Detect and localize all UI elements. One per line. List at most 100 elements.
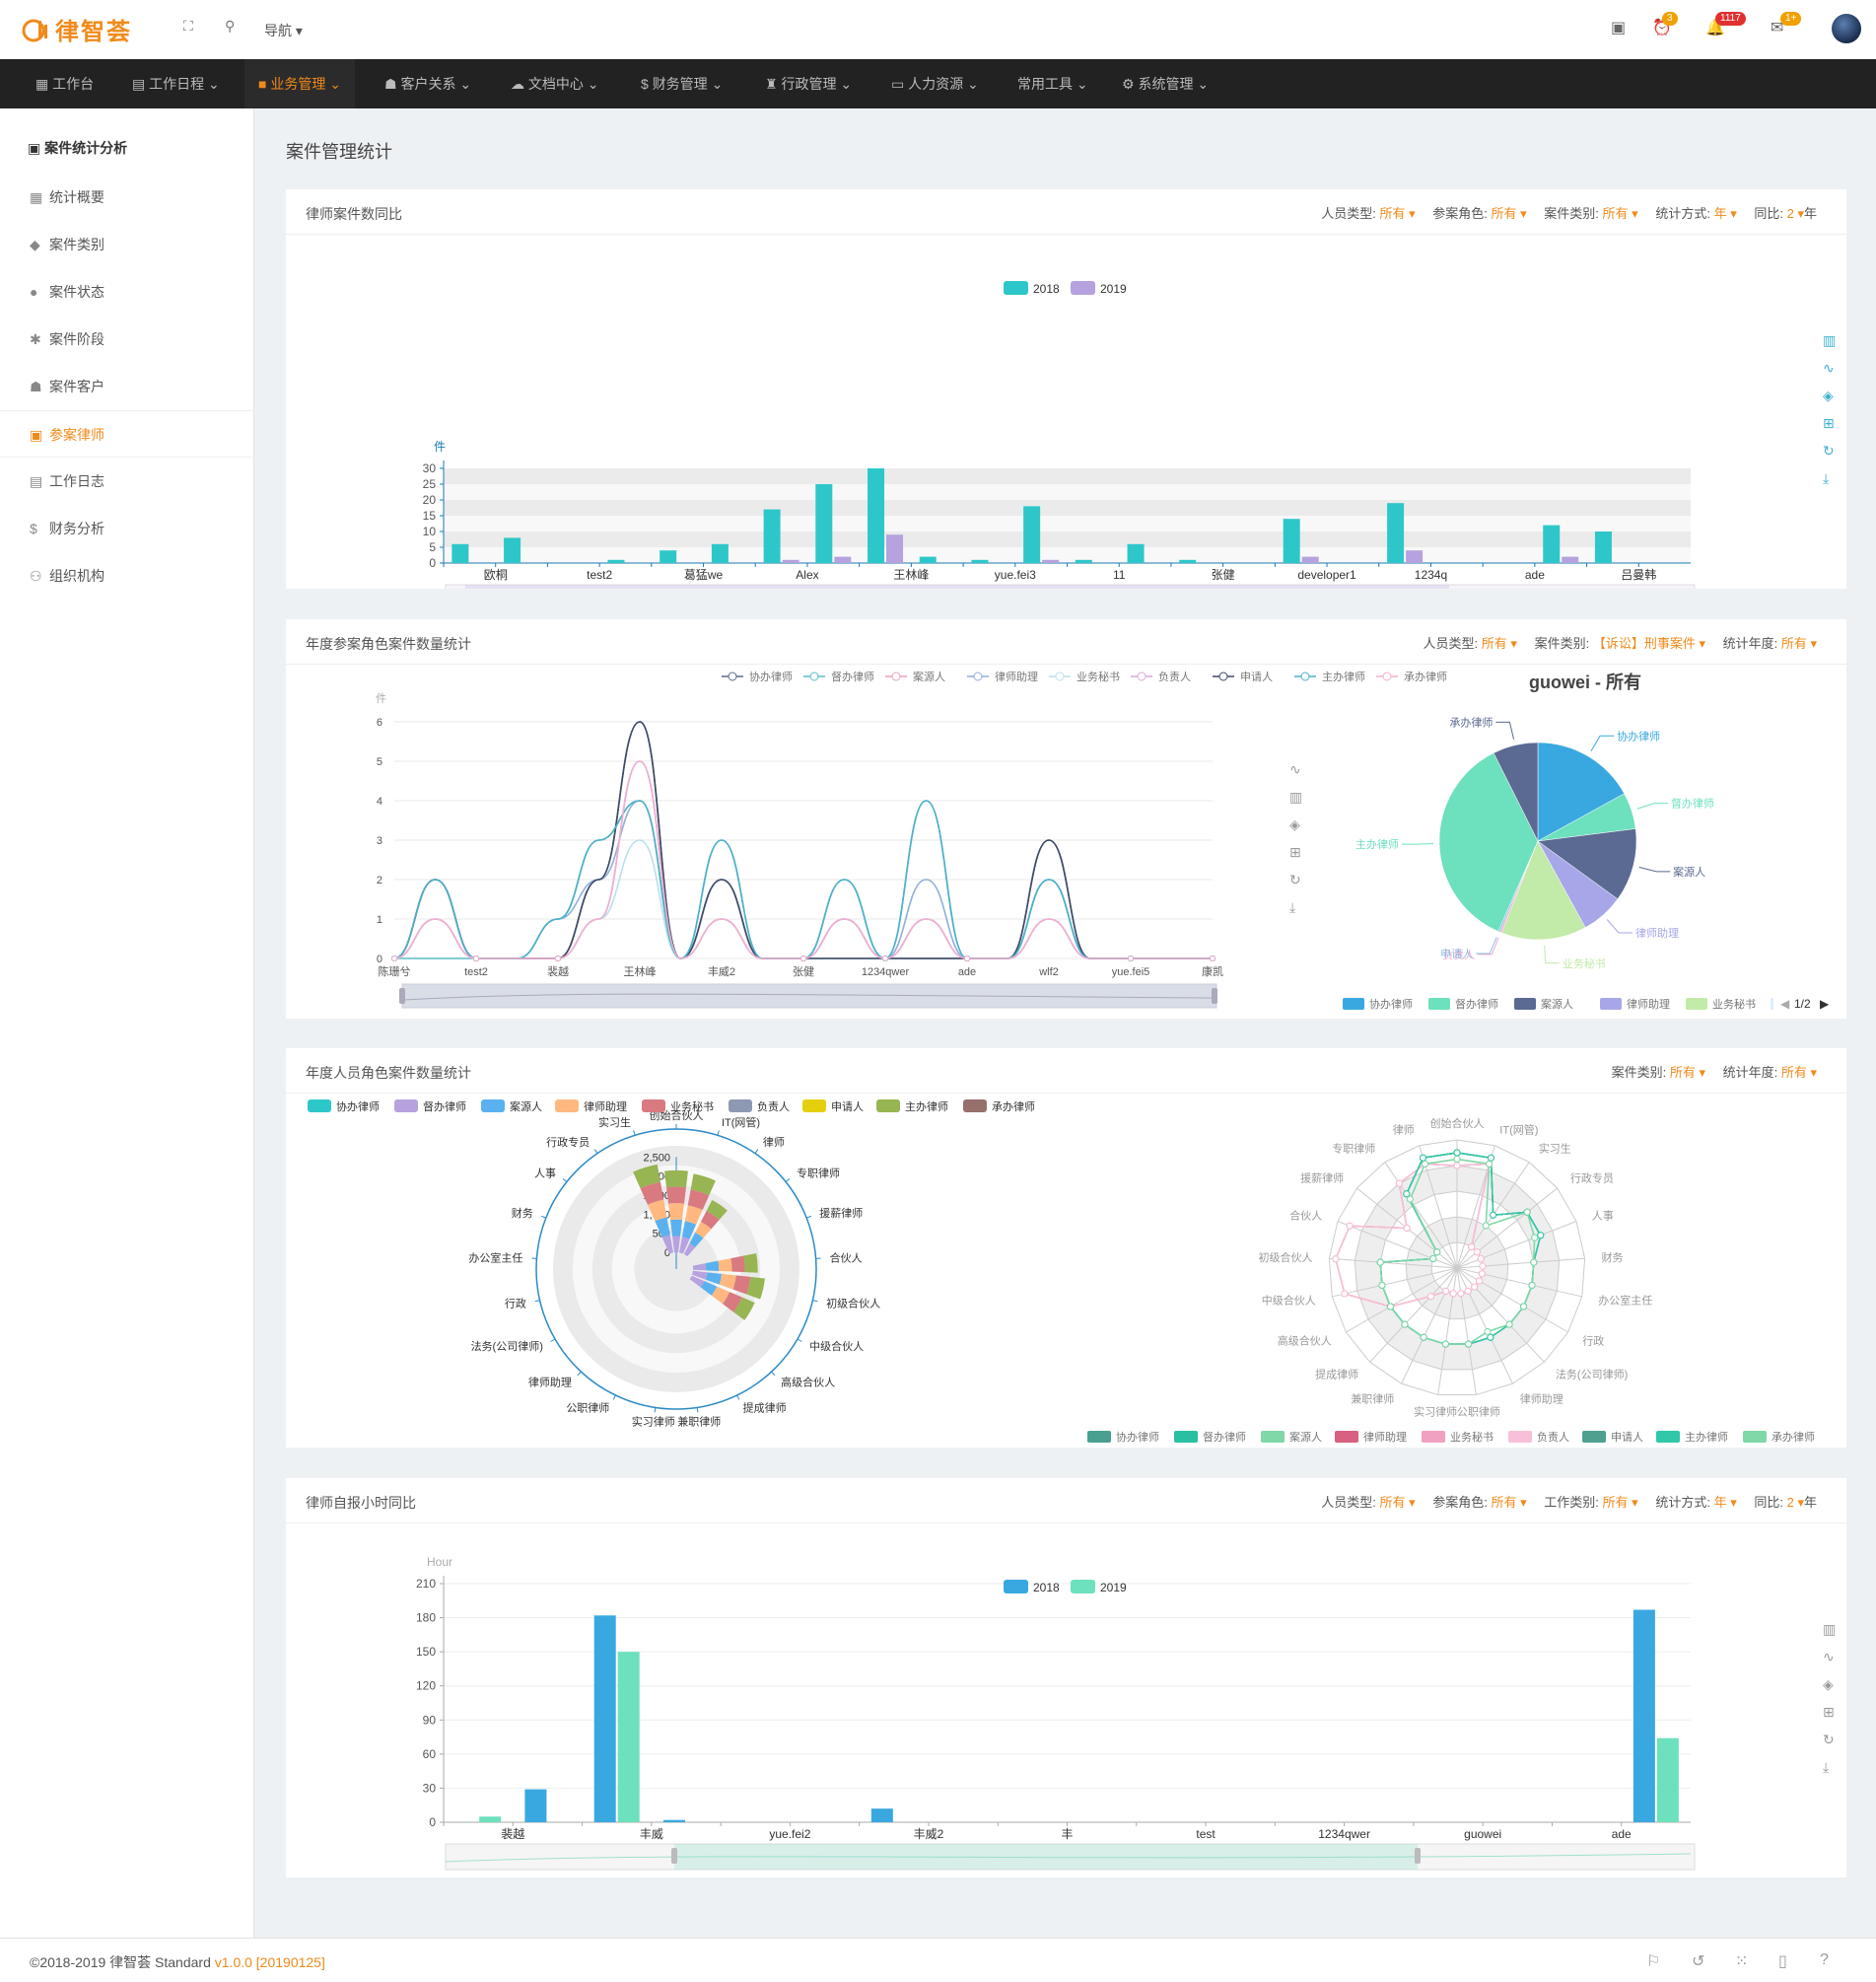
- stack-icon[interactable]: ◈: [1289, 816, 1300, 832]
- footer-text: ©2018-2019 律智荟 Standard v1.0.0 [20190125…: [30, 1952, 325, 1972]
- polar-bar-segment: [683, 1242, 696, 1257]
- filter-value: 所有: [1491, 1495, 1517, 1510]
- sidebar-item-org[interactable]: ⚇ 组织机构: [0, 552, 254, 600]
- refresh-icon[interactable]: ↻: [1823, 1732, 1835, 1747]
- caret-down-icon: ▾: [1806, 636, 1817, 651]
- menu-tools[interactable]: 常用工具 ⌄: [1004, 59, 1102, 108]
- legend-marker: [1300, 672, 1310, 681]
- avatar[interactable]: [1832, 14, 1861, 43]
- radar-indicator-label: 初级合伙人: [1259, 1250, 1313, 1264]
- menu-admin[interactable]: ♜ 行政管理 ⌄: [751, 59, 866, 108]
- filter-case-role[interactable]: 参案角色: 所有 ▾: [1432, 1495, 1526, 1510]
- line-chart-icon[interactable]: ∿: [1823, 360, 1835, 376]
- filter-stat-mode[interactable]: 统计方式: 年 ▾: [1655, 206, 1736, 221]
- radar-point: [1442, 1287, 1450, 1295]
- stack-icon[interactable]: ◈: [1823, 1676, 1834, 1692]
- y-tick-label: 10: [423, 525, 437, 538]
- polar-bar-segment: [661, 1235, 673, 1254]
- y-tick-label: 5: [377, 756, 382, 768]
- history-icon[interactable]: ↺: [1692, 1953, 1705, 1970]
- radar-point: [1395, 1179, 1403, 1187]
- sidebar-item-label: 参案律师: [49, 427, 104, 443]
- help-icon[interactable]: ?: [1820, 1951, 1829, 1968]
- filter-stat-year[interactable]: 统计年度: 所有 ▾: [1723, 636, 1817, 651]
- filter-case-role[interactable]: 参案角色: 所有 ▾: [1432, 206, 1526, 221]
- panel-title: 年度人员角色案件数量统计: [306, 1065, 471, 1081]
- menu-customers[interactable]: ☗ 客户关系 ⌄: [371, 59, 485, 108]
- tiled-icon[interactable]: ⊞: [1823, 415, 1835, 431]
- tiled-icon[interactable]: ⊞: [1289, 844, 1301, 860]
- pie-label: 申请人: [1440, 948, 1473, 960]
- idcard-icon: ▭: [891, 76, 905, 92]
- filter-yoy[interactable]: 同比: 2 ▾年: [1754, 206, 1817, 221]
- download-icon[interactable]: ⤓: [1823, 470, 1830, 486]
- filter-personnel-type[interactable]: 人员类型: 所有 ▾: [1321, 1495, 1415, 1510]
- filter-case-type[interactable]: 案件类别: 【诉讼】刑事案件 ▾: [1535, 636, 1705, 651]
- angle-tick-label: 合伙人: [830, 1250, 863, 1264]
- logo[interactable]: 律智荟: [20, 12, 132, 46]
- bookmark-icon[interactable]: ⚐: [1646, 1953, 1661, 1970]
- notifications-badge: 1117: [1715, 12, 1746, 26]
- filter-stat-mode[interactable]: 统计方式: 年 ▾: [1655, 1495, 1736, 1510]
- filter-label: 案件类别:: [1534, 636, 1590, 651]
- angle-tick-label: 人事: [534, 1168, 556, 1180]
- download-icon[interactable]: ⤓: [1823, 1759, 1830, 1775]
- refresh-icon[interactable]: ↻: [1289, 872, 1301, 887]
- radar-indicator-label: 行政: [1582, 1333, 1604, 1347]
- filter-case-type[interactable]: 案件类别: 所有 ▾: [1544, 206, 1637, 221]
- filter-stat-year[interactable]: 统计年度: 所有 ▾: [1723, 1065, 1817, 1080]
- apps-icon[interactable]: ⁙: [1735, 1953, 1749, 1970]
- menu-business[interactable]: ■ 业务管理 ⌄: [244, 59, 355, 108]
- sidebar-item-case-stage[interactable]: ✱ 案件阶段: [0, 316, 254, 363]
- legend-label: 2019: [1100, 1581, 1127, 1594]
- bar-chart-icon[interactable]: ▥: [1823, 332, 1837, 348]
- caret-down-icon: ▾: [1405, 1495, 1416, 1510]
- polar-bar-segment: [671, 1236, 681, 1253]
- sidebar-item-label: 财务分析: [49, 521, 104, 536]
- sidebar-item-overview[interactable]: ▦ 统计概要: [0, 174, 254, 221]
- line-chart-icon[interactable]: ∿: [1823, 1649, 1835, 1664]
- bar-chart-icon[interactable]: ▥: [1289, 789, 1303, 805]
- polar-bar-segment: [689, 1275, 705, 1288]
- search-icon[interactable]: ⚲: [225, 18, 236, 34]
- menu-system[interactable]: ⚙ 系统管理 ⌄: [1108, 59, 1222, 108]
- bar-chart-icon[interactable]: ▥: [1823, 1621, 1837, 1637]
- sidebar-item-lawyers[interactable]: ▣ 参案律师: [0, 410, 254, 458]
- refresh-icon[interactable]: ↻: [1823, 443, 1835, 459]
- filter-yoy[interactable]: 同比: 2 ▾年: [1754, 1495, 1817, 1510]
- sidebar-item-case-type[interactable]: ◆ 案件类别: [0, 221, 254, 268]
- menu-schedule[interactable]: ▤ 工作日程 ⌄: [118, 59, 234, 108]
- legend-label: 承办律师: [992, 1100, 1035, 1113]
- bell-icon[interactable]: 🔔 1117: [1705, 12, 1746, 37]
- clock-icon[interactable]: ⏰ 3: [1652, 12, 1678, 37]
- menu-hr[interactable]: ▭ 人力资源 ⌄: [877, 59, 993, 108]
- radar-point: [1378, 1281, 1386, 1289]
- angle-tick-label: 高级合伙人: [781, 1375, 835, 1388]
- nav-dropdown[interactable]: 导航 ▾: [264, 21, 303, 40]
- filter-personnel-type[interactable]: 人员类型: 所有 ▾: [1424, 636, 1517, 651]
- stack-icon[interactable]: ◈: [1823, 388, 1834, 403]
- fullscreen-icon[interactable]: ⛶: [183, 18, 193, 34]
- radar-series-负责人: [1335, 1163, 1491, 1308]
- radar-axis: [1332, 1267, 1458, 1298]
- menu-finance[interactable]: $ 财务管理 ⌄: [627, 59, 736, 108]
- menu-workbench[interactable]: ▦ 工作台: [22, 59, 107, 108]
- sidebar-item-label: 案件类别: [49, 237, 104, 252]
- mobile-icon[interactable]: ▯: [1778, 1953, 1787, 1970]
- layers-icon[interactable]: ▣: [1611, 20, 1627, 36]
- filter-personnel-type[interactable]: 人员类型: 所有 ▾: [1321, 206, 1415, 221]
- mail-icon[interactable]: ✉ 1+: [1771, 12, 1802, 37]
- filter-case-type[interactable]: 案件类别: 所有 ▾: [1612, 1065, 1705, 1080]
- x-tick-label: 葛猛we: [684, 568, 724, 582]
- tiled-icon[interactable]: ⊞: [1823, 1704, 1835, 1720]
- sidebar-item-case-status[interactable]: ● 案件状态: [0, 268, 254, 316]
- radar-point: [1403, 1224, 1411, 1232]
- download-icon[interactable]: ⤓: [1289, 899, 1296, 915]
- filter-work-type[interactable]: 工作类别: 所有 ▾: [1544, 1495, 1637, 1510]
- sidebar-item-case-client[interactable]: ☗ 案件客户: [0, 363, 254, 410]
- line-chart-icon[interactable]: ∿: [1289, 761, 1301, 777]
- x-tick-label: ade: [1525, 568, 1545, 582]
- menu-documents[interactable]: ☁ 文档中心 ⌄: [497, 59, 613, 108]
- sidebar-item-finance[interactable]: $ 财务分析: [0, 505, 254, 552]
- sidebar-item-worklog[interactable]: ▤ 工作日志: [0, 458, 254, 505]
